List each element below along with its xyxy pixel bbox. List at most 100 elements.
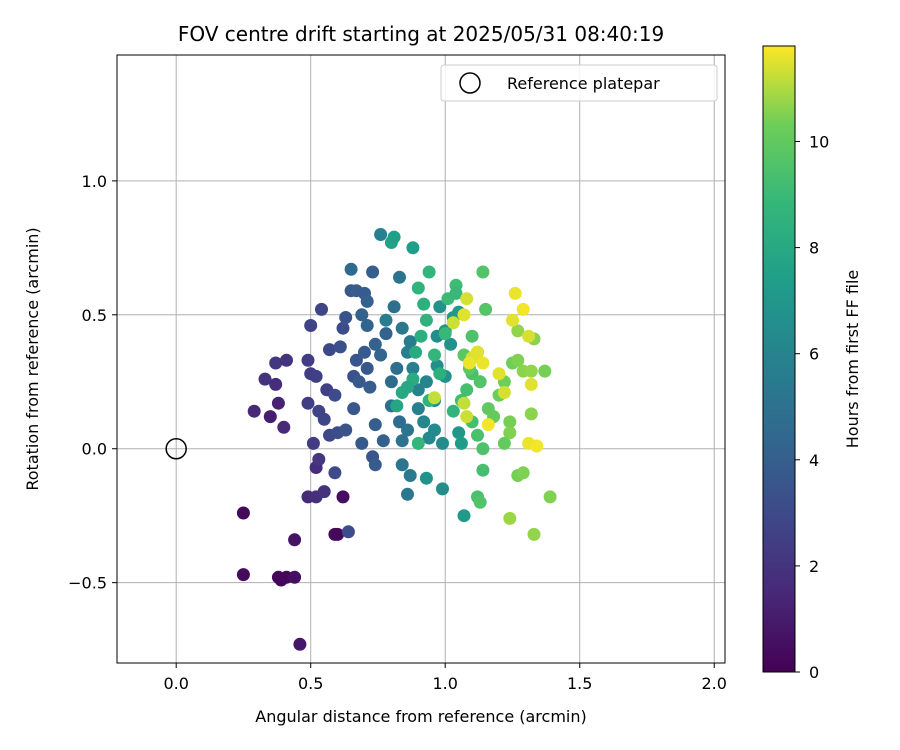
y-axis-ticks: −0.5 0.0 0.5 1.0 bbox=[68, 172, 117, 593]
chart-title: FOV centre drift starting at 2025/05/31 … bbox=[178, 22, 664, 46]
data-point bbox=[436, 436, 449, 450]
data-point bbox=[236, 506, 250, 520]
data-point bbox=[409, 345, 423, 359]
y-tick-label: 1.0 bbox=[82, 172, 107, 191]
data-point bbox=[417, 415, 431, 429]
data-point bbox=[508, 286, 522, 300]
data-point bbox=[524, 364, 538, 378]
data-point bbox=[288, 570, 302, 584]
x-tick-label: 1.0 bbox=[432, 674, 457, 693]
data-point bbox=[465, 329, 479, 343]
data-point bbox=[328, 388, 342, 402]
data-point bbox=[360, 361, 374, 375]
data-point bbox=[374, 228, 388, 241]
data-point bbox=[411, 436, 425, 450]
data-point bbox=[452, 426, 466, 440]
data-point bbox=[428, 391, 441, 405]
colorbar-tick-label: 2 bbox=[809, 557, 819, 576]
data-point bbox=[355, 308, 369, 322]
data-point bbox=[341, 525, 355, 539]
data-point bbox=[339, 423, 353, 437]
data-point bbox=[406, 361, 420, 375]
data-point bbox=[301, 353, 315, 367]
data-point bbox=[403, 335, 417, 349]
data-point bbox=[395, 321, 409, 335]
data-point bbox=[368, 418, 382, 432]
data-point bbox=[419, 471, 433, 485]
data-point bbox=[444, 337, 458, 351]
data-point bbox=[530, 439, 544, 453]
data-point bbox=[462, 356, 476, 370]
data-point bbox=[374, 348, 388, 362]
reference-marker bbox=[165, 437, 187, 460]
data-point bbox=[309, 369, 323, 383]
data-point bbox=[395, 434, 409, 448]
data-point bbox=[454, 436, 468, 450]
x-tick-label: 1.5 bbox=[567, 674, 592, 693]
data-point bbox=[395, 458, 409, 472]
data-point bbox=[312, 452, 326, 466]
data-point bbox=[336, 321, 350, 335]
data-point bbox=[401, 423, 414, 437]
data-point bbox=[497, 436, 511, 450]
plot-frame bbox=[116, 54, 726, 664]
colorbar-tick-label: 8 bbox=[809, 239, 819, 258]
x-axis-ticks: 0.0 0.5 1.0 1.5 2.0 bbox=[163, 663, 727, 693]
data-point bbox=[476, 356, 490, 370]
data-point bbox=[543, 490, 557, 504]
data-point bbox=[457, 509, 471, 523]
data-point bbox=[269, 356, 283, 370]
data-point bbox=[522, 329, 536, 343]
grid-lines bbox=[117, 55, 725, 663]
data-point bbox=[280, 353, 293, 367]
legend-reference-marker bbox=[459, 72, 481, 94]
data-point bbox=[406, 241, 420, 255]
data-point bbox=[288, 533, 302, 547]
colorbar-tick-label: 4 bbox=[809, 451, 819, 470]
data-point bbox=[511, 353, 525, 367]
data-point bbox=[339, 311, 353, 324]
data-point bbox=[401, 487, 414, 501]
data-point bbox=[457, 308, 471, 322]
data-point bbox=[503, 511, 517, 525]
data-point bbox=[516, 302, 530, 316]
data-point bbox=[306, 436, 320, 450]
x-tick-label: 2.0 bbox=[702, 674, 727, 693]
data-point bbox=[471, 428, 484, 442]
data-point bbox=[538, 364, 552, 378]
data-point bbox=[333, 340, 347, 354]
data-point bbox=[269, 377, 283, 391]
data-point bbox=[457, 396, 471, 410]
data-point bbox=[417, 297, 431, 311]
data-point bbox=[503, 415, 517, 429]
data-point bbox=[331, 527, 345, 541]
data-point bbox=[419, 375, 433, 389]
data-point bbox=[366, 265, 380, 279]
data-point bbox=[473, 375, 487, 389]
colorbar-tick-label: 6 bbox=[809, 345, 819, 364]
data-point bbox=[390, 361, 404, 375]
data-point bbox=[428, 423, 441, 437]
data-point bbox=[438, 327, 452, 341]
data-point bbox=[527, 527, 541, 541]
data-point bbox=[476, 463, 490, 477]
data-point bbox=[471, 345, 484, 359]
data-point bbox=[368, 458, 382, 472]
data-point bbox=[349, 353, 363, 367]
data-point bbox=[323, 343, 336, 357]
data-point bbox=[387, 300, 401, 314]
colorbar: 0 2 4 6 8 10 Hours from first FF file bbox=[762, 45, 862, 682]
data-point bbox=[263, 410, 277, 424]
colorbar-gradient bbox=[762, 45, 796, 673]
data-point bbox=[449, 286, 463, 300]
data-point bbox=[428, 348, 441, 362]
data-point bbox=[347, 402, 361, 416]
data-points bbox=[236, 228, 557, 651]
data-point bbox=[358, 345, 371, 359]
data-point bbox=[497, 386, 511, 399]
data-point bbox=[422, 265, 436, 279]
data-point bbox=[368, 337, 382, 351]
data-point bbox=[236, 568, 250, 582]
reference-point-marker bbox=[165, 437, 187, 460]
y-axis-label: Rotation from reference (arcmin) bbox=[23, 227, 42, 490]
